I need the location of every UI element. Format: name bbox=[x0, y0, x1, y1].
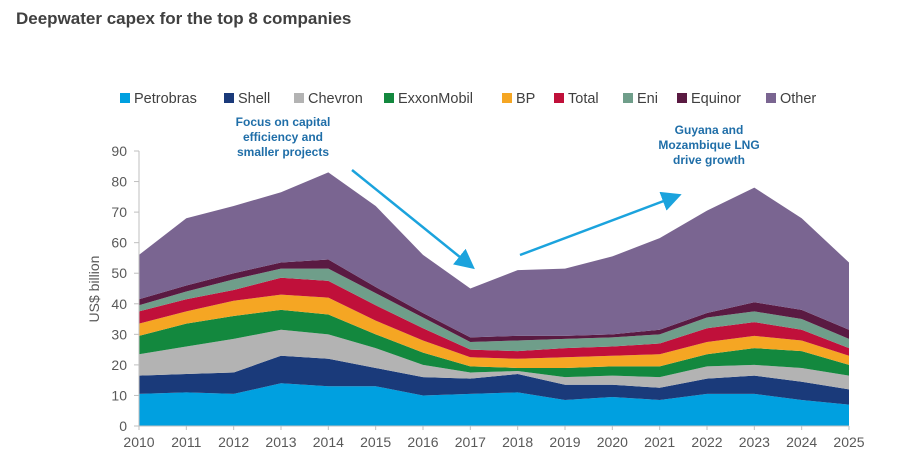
x-tick-label: 2014 bbox=[313, 434, 344, 450]
x-tick-label: 2011 bbox=[171, 434, 201, 450]
y-tick-label: 20 bbox=[111, 357, 127, 373]
legend-label: Petrobras bbox=[134, 91, 197, 107]
area-bp bbox=[139, 294, 849, 368]
y-tick-label: 90 bbox=[111, 143, 127, 159]
y-tick-label: 10 bbox=[111, 387, 127, 403]
x-tick-label: 2023 bbox=[739, 434, 770, 450]
y-tick-label: 50 bbox=[111, 265, 127, 281]
area-other bbox=[139, 172, 849, 338]
area-chevron bbox=[139, 329, 849, 390]
legend-item-exxonmobil: ExxonMobil bbox=[384, 91, 473, 107]
area-exxonmobil bbox=[139, 309, 849, 378]
legend-item-total: Total bbox=[554, 91, 599, 107]
y-tick-label: 60 bbox=[111, 235, 127, 251]
x-tick-label: 2022 bbox=[691, 434, 722, 450]
x-tick-label: 2024 bbox=[786, 434, 817, 450]
x-tick-label: 2012 bbox=[218, 434, 249, 450]
x-tick-label: 2015 bbox=[360, 434, 391, 450]
area-petrobras bbox=[139, 383, 849, 426]
x-tick-label: 2018 bbox=[502, 434, 533, 450]
x-tick-label: 2013 bbox=[265, 434, 296, 450]
area-shell bbox=[139, 355, 849, 405]
legend-swatch bbox=[677, 93, 687, 103]
legend-item-eni: Eni bbox=[623, 91, 658, 107]
legend-label: BP bbox=[516, 91, 535, 107]
legend-swatch bbox=[766, 93, 776, 103]
legend-item-chevron: Chevron bbox=[294, 91, 363, 107]
arrow-growth bbox=[519, 191, 682, 257]
arrow-decline bbox=[351, 169, 475, 270]
y-tick-label: 70 bbox=[111, 204, 127, 220]
x-tick-label: 2016 bbox=[407, 434, 438, 450]
legend-swatch bbox=[294, 93, 304, 103]
legend-item-equinor: Equinor bbox=[677, 91, 741, 107]
legend-label: Equinor bbox=[691, 91, 741, 107]
annotation-text: Mozambique LNG bbox=[658, 138, 759, 152]
x-tick-label: 2021 bbox=[644, 434, 675, 450]
legend-swatch bbox=[120, 93, 130, 103]
annotation-text: smaller projects bbox=[237, 145, 329, 159]
legend-swatch bbox=[384, 93, 394, 103]
legend-swatch bbox=[623, 93, 633, 103]
legend-label: ExxonMobil bbox=[398, 91, 473, 107]
area-eni bbox=[139, 268, 849, 352]
y-tick-label: 80 bbox=[111, 174, 127, 190]
annotation-text: efficiency and bbox=[243, 130, 323, 144]
annotation-text: Focus on capital bbox=[236, 115, 331, 129]
legend-label: Shell bbox=[238, 91, 270, 107]
x-tick-label: 2025 bbox=[833, 434, 864, 450]
x-tick-label: 2020 bbox=[597, 434, 628, 450]
legend-item-other: Other bbox=[766, 91, 816, 107]
annotation-text: Guyana and bbox=[675, 123, 744, 137]
chart-title: Deepwater capex for the top 8 companies bbox=[16, 9, 352, 28]
legend-swatch bbox=[554, 93, 564, 103]
legend-label: Eni bbox=[637, 91, 658, 107]
x-tick-label: 2017 bbox=[455, 434, 486, 450]
x-tick-label: 2019 bbox=[549, 434, 580, 450]
legend-item-bp: BP bbox=[502, 91, 535, 107]
legend-label: Total bbox=[568, 91, 599, 107]
y-tick-label: 40 bbox=[111, 296, 127, 312]
legend-label: Chevron bbox=[308, 91, 363, 107]
x-tick-label: 2010 bbox=[123, 434, 154, 450]
y-axis-label: US$ billion bbox=[86, 256, 102, 323]
legend-swatch bbox=[502, 93, 512, 103]
legend-item-petrobras: Petrobras bbox=[120, 91, 197, 107]
legend-item-shell: Shell bbox=[224, 91, 270, 107]
legend-label: Other bbox=[780, 91, 816, 107]
y-tick-label: 0 bbox=[119, 418, 127, 434]
legend-swatch bbox=[224, 93, 234, 103]
y-tick-label: 30 bbox=[111, 326, 127, 342]
annotation-text: drive growth bbox=[673, 153, 745, 167]
